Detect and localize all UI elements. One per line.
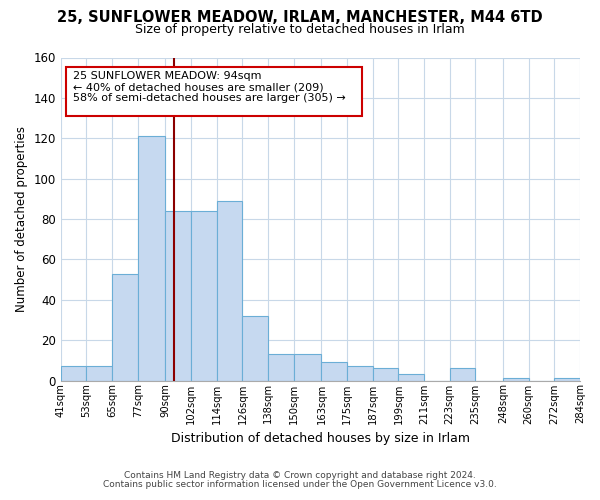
Bar (449, 368, 475, 380)
Bar (86, 366, 112, 380)
Bar (217, 201, 242, 380)
Text: Contains public sector information licensed under the Open Government Licence v3: Contains public sector information licen… (103, 480, 497, 489)
Bar (112, 274, 138, 380)
Bar (373, 368, 398, 380)
Text: Size of property relative to detached houses in Irlam: Size of property relative to detached ho… (135, 22, 465, 36)
Bar (293, 354, 322, 380)
Bar (242, 316, 268, 380)
Bar (322, 362, 347, 380)
Text: ← 40% of detached houses are smaller (209): ← 40% of detached houses are smaller (20… (73, 82, 324, 92)
Text: 25, SUNFLOWER MEADOW, IRLAM, MANCHESTER, M44 6TD: 25, SUNFLOWER MEADOW, IRLAM, MANCHESTER,… (57, 10, 543, 25)
Bar (503, 378, 529, 380)
X-axis label: Distribution of detached houses by size in Irlam: Distribution of detached houses by size … (171, 432, 470, 445)
Bar (138, 136, 166, 380)
Text: 25 SUNFLOWER MEADOW: 94sqm: 25 SUNFLOWER MEADOW: 94sqm (73, 71, 262, 81)
Y-axis label: Number of detached properties: Number of detached properties (15, 126, 28, 312)
Bar (554, 378, 580, 380)
Bar (191, 211, 217, 380)
Bar (61, 366, 86, 380)
Bar (268, 354, 293, 380)
Text: 58% of semi-detached houses are larger (305) →: 58% of semi-detached houses are larger (… (73, 93, 346, 103)
Bar (398, 374, 424, 380)
Bar (347, 366, 373, 380)
Bar (166, 211, 191, 380)
Text: Contains HM Land Registry data © Crown copyright and database right 2024.: Contains HM Land Registry data © Crown c… (124, 471, 476, 480)
